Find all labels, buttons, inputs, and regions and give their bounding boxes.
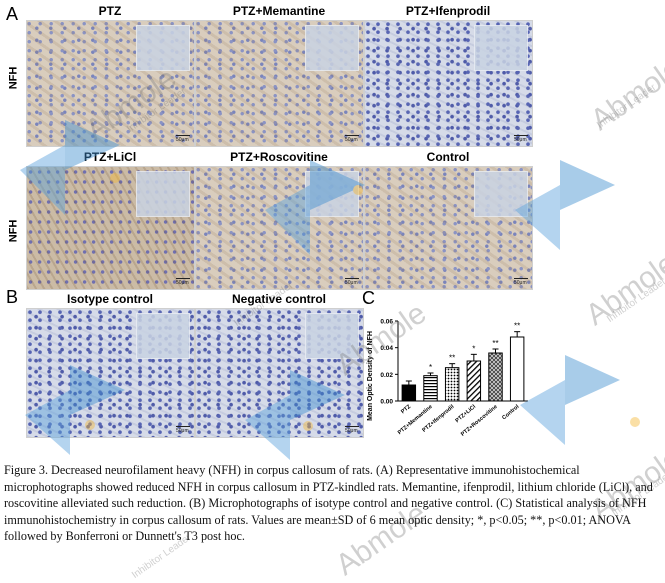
bar-chart: Mean Optic Density of NFH 0.000.020.040.… — [367, 319, 528, 438]
significance-mark: * — [472, 344, 475, 353]
row-label-nfh-1: NFH — [7, 66, 20, 90]
micrograph-roscovitine: 50μm — [195, 166, 364, 290]
title-isotype-control: Isotype control — [66, 292, 153, 306]
title-roscovitine: PTZ+Roscovitine — [230, 150, 328, 164]
micrograph-inset — [474, 171, 528, 217]
micrograph-inset — [305, 25, 359, 71]
title-memantine: PTZ+Memantine — [232, 4, 326, 18]
micrograph-inset — [305, 171, 359, 217]
micrograph-ptz: 50μm — [26, 20, 195, 147]
micrograph-inset — [305, 313, 359, 359]
micrograph-isotype-control: 50μm — [26, 308, 195, 438]
significance-mark: ** — [492, 339, 498, 348]
significance-mark: ** — [449, 354, 455, 363]
title-control: Control — [426, 150, 470, 164]
row-label-nfh-2: NFH — [7, 219, 20, 243]
x-tick-label: PTZ — [400, 404, 412, 416]
y-tick-label: 0.02 — [380, 372, 393, 379]
scale-bar: 50μm — [345, 137, 358, 143]
figure-caption: Figure 3. Decreased neurofilament heavy … — [4, 463, 653, 543]
y-tick-label: 0.04 — [380, 345, 393, 352]
title-ptz: PTZ — [98, 4, 122, 18]
y-tick-label: 0.00 — [380, 399, 393, 406]
scale-bar: 50μm — [345, 428, 358, 434]
scale-bar: 50μm — [345, 280, 358, 286]
scale-bar: 50μm — [176, 137, 189, 143]
micrograph-inset — [474, 25, 528, 71]
scale-bar: 50μm — [176, 428, 189, 434]
significance-mark: * — [429, 363, 432, 372]
chart-bars: ******** — [401, 322, 525, 402]
micrograph-negative-control: 50μm — [195, 308, 364, 438]
micrograph-memantine: 50μm — [195, 20, 364, 147]
y-tick-label: 0.06 — [380, 319, 393, 326]
micrograph-control: 50μm — [364, 166, 533, 290]
watermark-shapes — [20, 120, 640, 460]
significance-mark: ** — [514, 322, 520, 331]
micrograph-licl: 50μm — [26, 166, 195, 290]
scale-bar: 50μm — [514, 137, 527, 143]
scale-bar: 50μm — [514, 280, 527, 286]
title-ifenprodil: PTZ+Ifenprodil — [405, 4, 491, 18]
scale-bar: 50μm — [176, 280, 189, 286]
chart-ylabel: Mean Optic Density of NFH — [367, 331, 374, 421]
micrograph-inset — [136, 313, 190, 359]
title-negative-control: Negative control — [231, 292, 327, 306]
panel-c-letter: C — [362, 288, 375, 308]
micrograph-inset — [136, 171, 190, 217]
panel-a-letter: A — [6, 4, 19, 24]
title-licl: PTZ+LiCl — [83, 150, 137, 164]
chart-y-axis: 0.00 0.02 0.04 0.06 — [380, 319, 528, 406]
panel-b-letter: B — [6, 287, 19, 307]
micrograph-ifenprodil: 50μm — [364, 20, 533, 147]
micrograph-inset — [136, 25, 190, 71]
